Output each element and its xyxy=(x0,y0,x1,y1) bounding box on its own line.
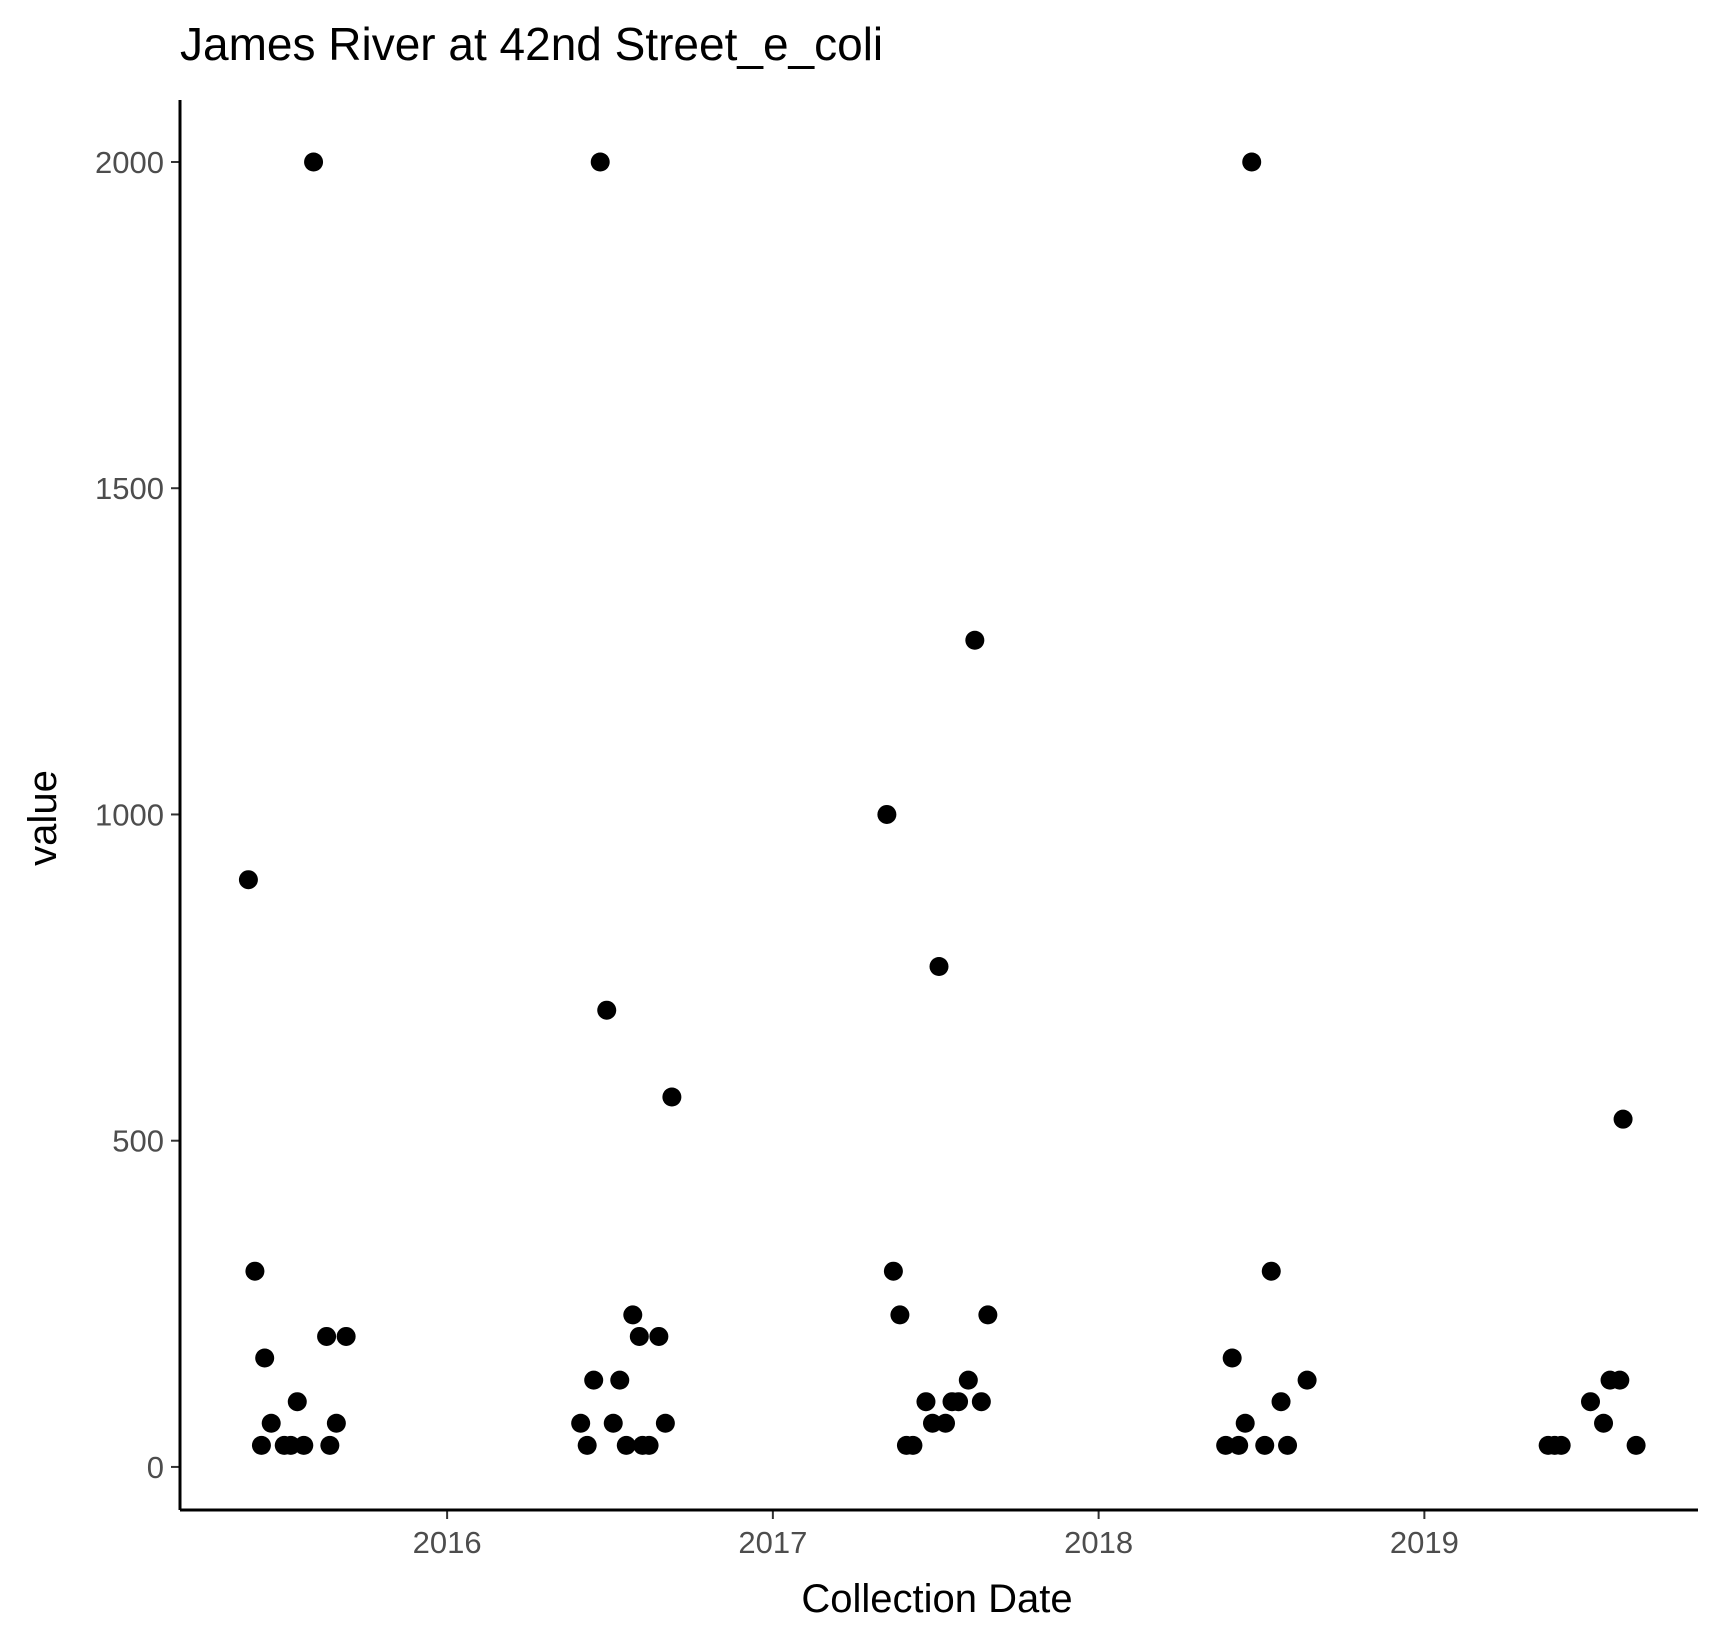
data-point xyxy=(649,1326,669,1346)
data-point xyxy=(238,870,258,890)
x-axis-ticks: 2016 2017 2018 2019 xyxy=(413,1510,1459,1560)
y-axis-title: value xyxy=(21,770,65,866)
data-point xyxy=(1581,1392,1601,1412)
data-point xyxy=(916,1392,936,1412)
data-point xyxy=(584,1370,604,1390)
x-tick-label: 2019 xyxy=(1390,1525,1459,1560)
data-point xyxy=(1626,1435,1646,1455)
data-point xyxy=(1613,1109,1633,1129)
data-point xyxy=(655,1413,675,1433)
data-point xyxy=(978,1305,998,1325)
x-tick-label: 2017 xyxy=(738,1525,807,1560)
data-point xyxy=(1255,1435,1275,1455)
data-point xyxy=(883,1261,903,1281)
data-point xyxy=(281,1435,301,1455)
data-point xyxy=(336,1326,356,1346)
data-point xyxy=(1278,1435,1298,1455)
y-tick-label: 2000 xyxy=(95,145,164,180)
data-point xyxy=(320,1435,340,1455)
y-tick-label: 500 xyxy=(112,1124,164,1159)
data-point xyxy=(317,1326,337,1346)
data-point xyxy=(1242,152,1262,172)
data-point xyxy=(577,1435,597,1455)
data-point xyxy=(255,1348,275,1368)
data-point xyxy=(616,1435,636,1455)
y-tick-label: 1500 xyxy=(95,471,164,506)
data-point xyxy=(294,1435,314,1455)
data-point xyxy=(1594,1413,1614,1433)
y-tick-label: 0 xyxy=(147,1450,164,1485)
y-tick-label: 1000 xyxy=(95,797,164,832)
data-point xyxy=(1261,1261,1281,1281)
x-tick-label: 2016 xyxy=(413,1525,482,1560)
data-point xyxy=(965,630,985,650)
data-point xyxy=(1222,1348,1242,1368)
data-points xyxy=(238,152,1646,1455)
data-point xyxy=(890,1305,910,1325)
data-point xyxy=(251,1435,271,1455)
data-point xyxy=(922,1413,942,1433)
x-tick-label: 2018 xyxy=(1064,1525,1133,1560)
x-axis-title: Collection Date xyxy=(801,1577,1072,1621)
data-point xyxy=(958,1370,978,1390)
data-point xyxy=(639,1435,659,1455)
data-point xyxy=(623,1305,643,1325)
data-point xyxy=(1271,1392,1291,1412)
data-point xyxy=(326,1413,346,1433)
data-point xyxy=(929,956,949,976)
data-point xyxy=(245,1261,265,1281)
data-point xyxy=(304,152,324,172)
data-point xyxy=(936,1413,956,1433)
data-point xyxy=(1229,1435,1249,1455)
data-point xyxy=(1610,1370,1630,1390)
data-point xyxy=(590,152,610,172)
data-point xyxy=(1235,1413,1255,1433)
data-point xyxy=(597,1000,617,1020)
data-point xyxy=(1297,1370,1317,1390)
data-point xyxy=(662,1087,682,1107)
chart-title: James River at 42nd Street_e_coli xyxy=(180,18,883,70)
y-axis-ticks: 0 500 1000 1500 2000 xyxy=(95,145,180,1485)
data-point xyxy=(629,1326,649,1346)
data-point xyxy=(877,804,897,824)
data-point xyxy=(949,1392,969,1412)
data-point xyxy=(971,1392,991,1412)
data-point xyxy=(287,1392,307,1412)
data-point xyxy=(1216,1435,1236,1455)
data-point xyxy=(610,1370,630,1390)
data-point xyxy=(571,1413,591,1433)
data-point xyxy=(603,1413,623,1433)
data-point xyxy=(903,1435,923,1455)
data-point xyxy=(261,1413,281,1433)
data-point xyxy=(1551,1435,1571,1455)
